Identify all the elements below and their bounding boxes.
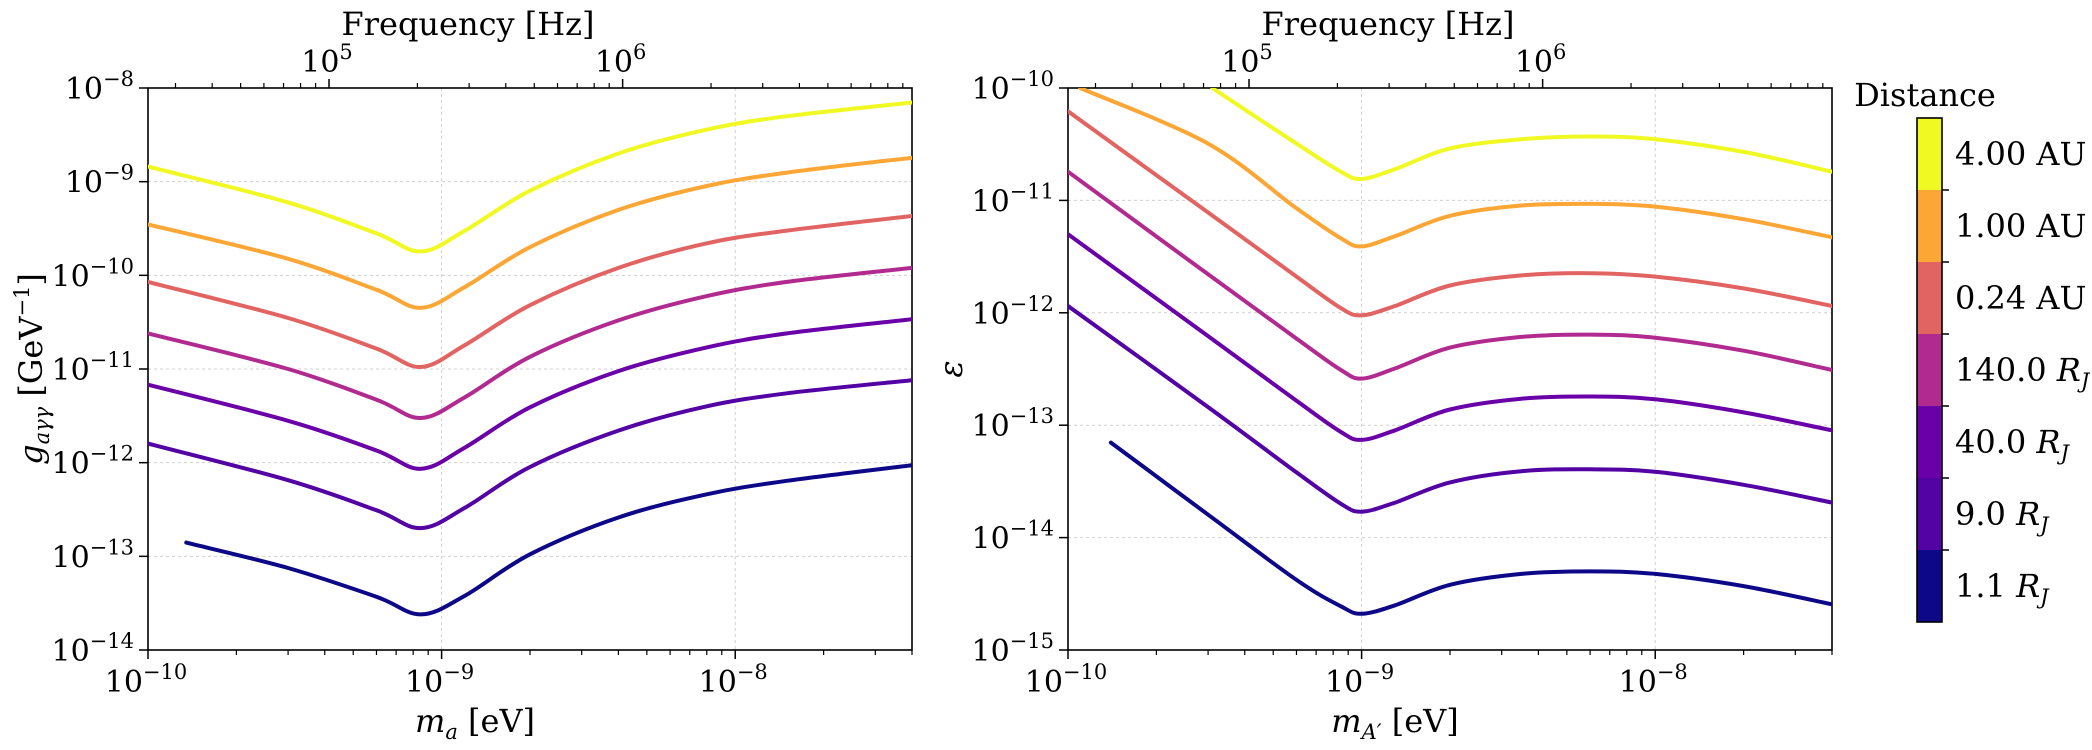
series-line-9-0-r-j [148,378,912,531]
colorbar-segment [1917,190,1942,263]
y-tick-label: 10−15 [971,629,1054,669]
series-line-0-24-au [148,214,912,370]
colorbar-segment [1917,118,1942,191]
x-axis-label: mA′ [eV] [1331,702,1458,744]
y-tick-label: 10−9 [65,161,134,201]
series-line-1-00-au [1078,88,1832,249]
plot-frame [1067,87,1833,651]
y-tick-label: 10−10 [971,67,1054,107]
colorbar-segment [1917,478,1942,551]
colorbar-label: 40.0 RJ [1955,423,2071,465]
x-tick-label: 10−8 [1619,660,1688,700]
colorbar-segment [1917,262,1942,335]
x-tick-label: 10−8 [699,660,768,700]
colorbar-segment [1917,406,1942,479]
plot-frame [147,87,913,651]
y-tick-label: 10−14 [51,629,134,669]
distance-colorbar: Distance 4.00 AU 1.00 AU 0.24 AU 140.0 RJ 40.… [1854,76,2091,623]
colorbar-title: Distance [1854,76,1996,114]
series-line-1-1-r-j [1108,440,1832,616]
x-axis-label: ma [eV] [415,702,535,744]
y-tick-label: 10−10 [51,254,134,294]
colorbar-segment [1917,550,1942,623]
y-tick-label: 10−12 [51,442,134,482]
series-line-140-0-r-j [148,265,912,421]
series-line-1-00-au [148,155,912,310]
colorbar-segment [1917,334,1942,407]
y-tick-label: 10−11 [51,348,134,388]
top-tick-label: 106 [1515,40,1567,80]
series-line-0-24-au [1068,109,1832,318]
y-axis-label: gaγγ [GeV−1] [10,273,54,465]
x-tick-label: 10−10 [105,660,188,700]
y-tick-label: 10−13 [51,535,134,575]
series-line-4-00-au [148,100,912,254]
frequency-axis-label: Frequency [Hz] [342,5,595,43]
series-line-1-1-r-j [184,463,912,617]
axion-coupling-panel: 10−10 10−9 10−8 10−14 10−13 10−12 10−11 10−10 10… [10,5,913,744]
series-line-9-0-r-j [1068,304,1832,514]
y-tick-label: 10−14 [971,517,1054,557]
dark-photon-panel: 10−10 10−9 10−8 10−15 10−14 10−13 10−12 10−11 10… [932,5,1833,744]
top-tick-label: 105 [301,40,353,80]
x-tick-label: 10−9 [1325,660,1394,700]
colorbar-label: 4.00 AU [1955,135,2087,173]
top-tick-label: 105 [1221,40,1273,80]
colorbar-label: 140.0 RJ [1955,351,2091,393]
x-tick-label: 10−9 [405,660,474,700]
y-tick-label: 10−8 [65,67,134,107]
top-tick-label: 106 [595,40,647,80]
series-line-40-0-r-j [1068,232,1832,442]
series-line-4-00-au [1210,88,1832,182]
y-axis-label: ε [932,360,970,377]
series-line-140-0-r-j [1068,169,1832,381]
colorbar-label: 9.0 RJ [1955,495,2050,537]
y-tick-label: 10−13 [971,404,1054,444]
colorbar-label: 1.00 AU [1955,207,2087,245]
series-line-40-0-r-j [148,317,912,471]
colorbar-label: 1.1 RJ [1955,567,2050,609]
frequency-axis-label: Frequency [Hz] [1262,5,1515,43]
y-tick-label: 10−12 [971,292,1054,332]
x-tick-label: 10−10 [1025,660,1108,700]
y-tick-label: 10−11 [971,179,1054,219]
colorbar-frame [1916,117,1943,623]
colorbar-label: 0.24 AU [1955,279,2087,317]
